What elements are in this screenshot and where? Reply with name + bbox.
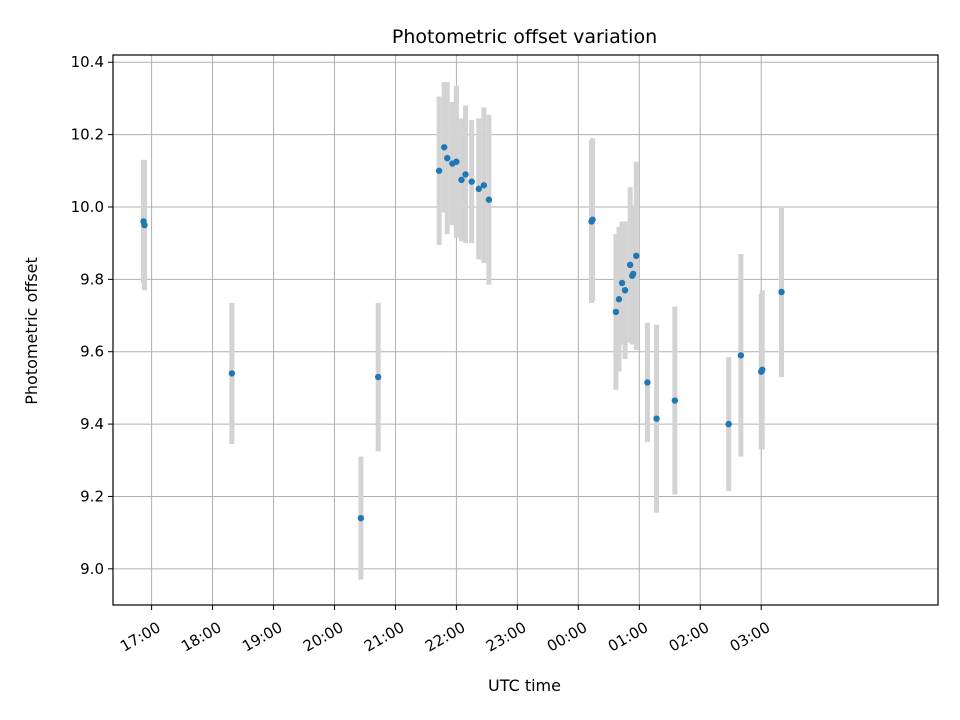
y-tick-label: 10.4 <box>71 53 104 71</box>
data-point-11 <box>462 171 469 178</box>
data-point-7 <box>444 154 451 162</box>
x-axis-title: UTC time <box>488 676 561 695</box>
data-point-12 <box>468 178 475 185</box>
plot-frame <box>112 54 939 606</box>
y-tick-label: 9.2 <box>80 487 104 505</box>
data-point-4 <box>374 373 382 381</box>
y-tick-label: 10.0 <box>71 198 104 216</box>
data-point-33 <box>778 288 785 296</box>
data-point-29 <box>725 420 732 428</box>
y-tick-label: 9.8 <box>80 270 104 288</box>
y-tick-label: 10.2 <box>71 126 104 144</box>
data-point-6 <box>441 144 448 151</box>
data-point-2 <box>228 370 236 377</box>
data-point-3 <box>357 514 365 522</box>
y-tick-label: 9.0 <box>80 560 104 578</box>
data-point-14 <box>480 182 488 189</box>
data-point-28 <box>671 397 679 404</box>
chart-title: Photometric offset variation <box>392 26 657 48</box>
data-point-18 <box>612 308 620 316</box>
data-point-30 <box>737 352 745 359</box>
y-axis-title: Photometric offset <box>22 257 41 405</box>
data-point-1 <box>141 221 148 229</box>
data-point-5 <box>435 167 443 174</box>
data-point-27 <box>653 415 660 422</box>
data-point-25 <box>633 252 640 260</box>
data-point-9 <box>453 158 460 165</box>
data-point-21 <box>621 286 629 294</box>
data-point-10 <box>458 176 465 184</box>
data-point-15 <box>485 196 493 203</box>
data-point-19 <box>615 296 623 303</box>
data-point-22 <box>626 261 634 269</box>
data-point-17 <box>589 216 596 223</box>
data-point-13 <box>475 185 482 193</box>
y-tick-label: 9.6 <box>80 343 104 361</box>
data-point-26 <box>644 379 651 386</box>
data-points <box>140 144 785 522</box>
y-axis-ticks: 9.0 9.2 9.4 9.6 9.8 10.0 10.2 10.4 <box>71 53 113 578</box>
data-point-32 <box>759 366 766 374</box>
y-tick-label: 9.4 <box>80 415 104 433</box>
data-point-20 <box>618 279 626 287</box>
data-point-24 <box>629 270 637 278</box>
